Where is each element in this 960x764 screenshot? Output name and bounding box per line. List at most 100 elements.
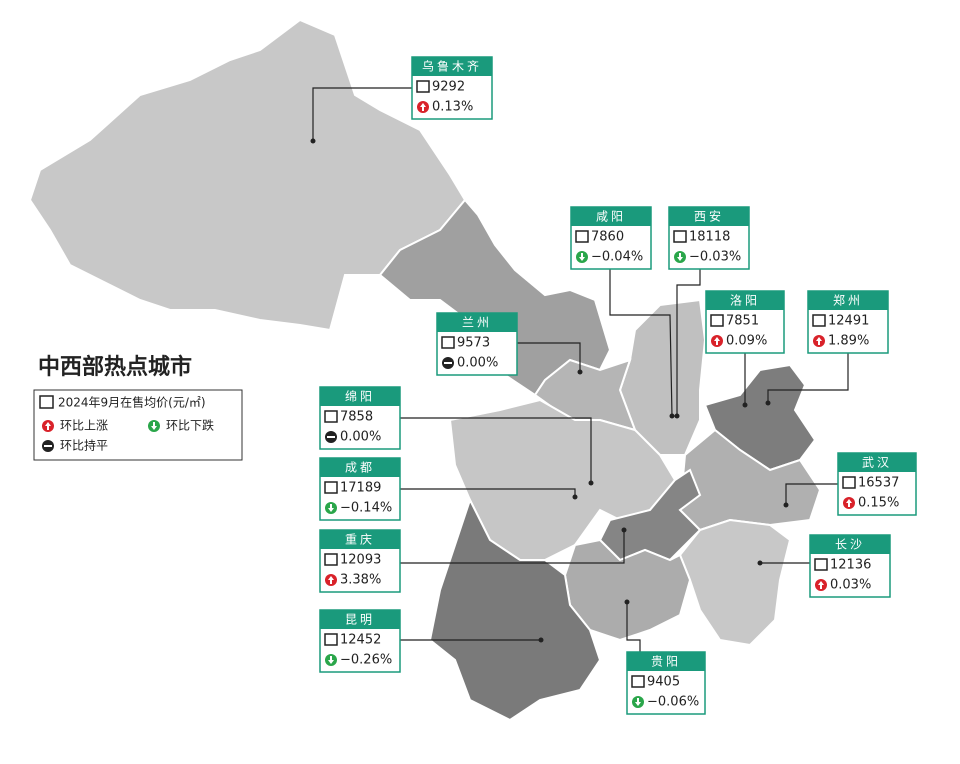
leader-line — [312, 87, 412, 141]
city-change: 0.00% — [457, 356, 498, 371]
price-icon — [324, 481, 338, 494]
price-icon — [814, 558, 828, 571]
leader-line — [400, 488, 576, 497]
label-header — [838, 453, 916, 472]
regions — [28, 18, 822, 722]
city-name: 重庆 — [345, 533, 375, 547]
label-header — [320, 610, 400, 629]
city-price: 7851 — [726, 314, 759, 329]
label-header — [437, 313, 517, 332]
city-label: 西安 18118 −0.03% — [668, 206, 750, 270]
city-name: 洛阳 — [730, 293, 760, 308]
leader-line — [767, 353, 849, 403]
city-dot — [621, 527, 627, 533]
leader-line — [676, 269, 701, 416]
flat-dash — [327, 436, 335, 438]
down-arrow — [579, 253, 585, 261]
up-arrow — [420, 103, 426, 111]
price-icon — [324, 410, 338, 423]
city-dot — [310, 138, 316, 144]
city-change: 0.09% — [726, 334, 767, 349]
price-icon — [39, 395, 54, 409]
city-change: 0.15% — [858, 496, 899, 511]
up-arrow — [45, 422, 51, 430]
up-arrow — [816, 337, 822, 345]
city-name: 郑州 — [833, 293, 863, 308]
city-change: 0.13% — [432, 100, 473, 115]
city-dot — [577, 369, 583, 375]
city-name: 长沙 — [835, 538, 865, 552]
city-change: 0.03% — [830, 578, 871, 593]
price-icon — [710, 314, 724, 327]
city-price: 9405 — [647, 675, 680, 690]
down-arrow — [328, 504, 334, 512]
city-label: 成都 17189 −0.14% — [319, 457, 401, 521]
city-price: 12452 — [340, 633, 381, 648]
price-icon — [673, 230, 687, 243]
price-icon — [416, 80, 430, 93]
city-dot — [538, 637, 544, 643]
label-header — [320, 530, 400, 549]
city-name: 咸阳 — [596, 210, 626, 224]
label-header — [627, 652, 705, 671]
price-icon — [812, 314, 826, 327]
leader-line — [517, 342, 581, 372]
city-change: −0.03% — [689, 250, 741, 265]
city-change: −0.14% — [340, 501, 392, 516]
down-arrow — [677, 253, 683, 261]
legend-flat: 环比持平 — [60, 438, 108, 453]
leader-line — [609, 269, 673, 417]
city-dot — [588, 480, 594, 486]
city-label: 长沙 12136 0.03% — [809, 534, 891, 598]
price-icon — [441, 336, 455, 349]
leader-line — [785, 483, 838, 505]
city-label: 武汉 16537 0.15% — [837, 452, 917, 516]
leader-line — [400, 530, 625, 564]
city-change: −0.04% — [591, 250, 643, 265]
city-label: 咸阳 7860 −0.04% — [570, 206, 652, 270]
city-change: 0.00% — [340, 430, 381, 445]
city-name: 绵阳 — [345, 390, 375, 404]
city-price: 18118 — [689, 230, 730, 245]
region-chongqing — [598, 468, 702, 562]
city-change: −0.26% — [340, 653, 392, 668]
city-label: 重庆 12093 3.38% — [319, 529, 401, 593]
price-icon — [842, 476, 856, 489]
city-labels: 乌鲁木齐 9292 0.13% 咸阳 7860 −0.04% 西安 18118 −0.03% 洛阳… — [319, 56, 917, 715]
region-yunnan — [428, 497, 602, 722]
label-header — [706, 291, 784, 310]
price-icon — [631, 675, 645, 688]
city-label: 乌鲁木齐 9292 0.13% — [411, 56, 493, 120]
label-header — [571, 207, 651, 226]
down-arrow — [151, 422, 157, 430]
flat-dash — [44, 445, 52, 447]
city-dot — [742, 402, 748, 408]
city-dot — [757, 560, 763, 566]
leader-line — [626, 602, 641, 652]
city-name: 昆明 — [345, 613, 375, 627]
city-name: 武汉 — [862, 456, 892, 470]
legend: 中西部热点城市 2024年9月在售均价(元/㎡) 环比上涨 环比下跌 环比持平 — [33, 354, 243, 461]
price-icon — [575, 230, 589, 243]
city-change: 1.89% — [828, 334, 869, 349]
city-label: 洛阳 7851 0.09% — [705, 290, 785, 354]
city-name: 兰州 — [462, 316, 492, 330]
label-header — [320, 458, 400, 477]
city-price: 12093 — [340, 553, 381, 568]
label-header — [412, 57, 492, 76]
label-header — [320, 387, 400, 406]
city-price: 9292 — [432, 80, 465, 95]
city-name: 乌鲁木齐 — [422, 59, 482, 74]
city-dot — [624, 599, 630, 605]
map-title: 中西部热点城市 — [38, 354, 192, 380]
legend-price: 2024年9月在售均价(元/㎡) — [58, 395, 206, 410]
city-name: 西安 — [694, 209, 724, 224]
city-dot — [765, 400, 771, 406]
city-label: 绵阳 7858 0.00% — [319, 386, 401, 450]
label-header — [810, 535, 890, 554]
city-price: 12491 — [828, 314, 869, 329]
leader-lines — [310, 87, 849, 652]
city-dot — [572, 494, 578, 500]
up-arrow — [818, 581, 824, 589]
